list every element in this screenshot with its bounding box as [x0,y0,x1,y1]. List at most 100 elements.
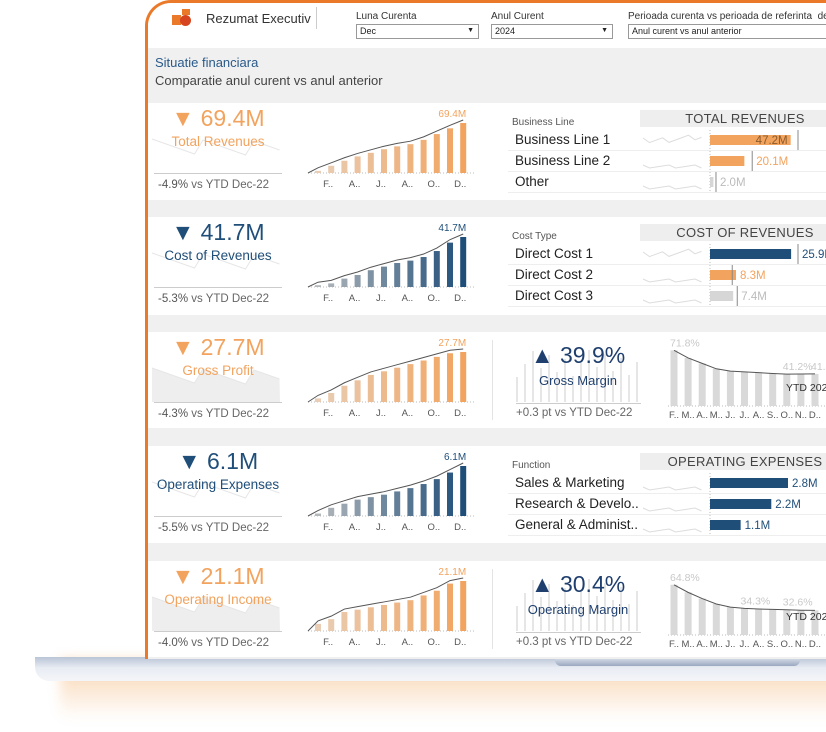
margin-trend-chart: 71.8%41.2%41.4%F..M..A..M..J..J..A..S..O… [668,337,826,421]
bar-month-1 [315,398,321,402]
divider [154,287,282,288]
trend-line [307,233,464,288]
bar-month-6 [381,604,387,631]
breakdown-row-line [508,192,826,193]
arrow-down-icon: ▼ [177,448,201,474]
month-label: J.. [376,522,386,533]
period-select[interactable]: Anul curent vs anul anterior [628,24,826,39]
breakdown-sparkline-and-bar: 2.2M [642,494,801,514]
bar-month-6 [381,149,387,173]
kpi-background-sparkline [151,252,280,270]
breakdown-sparkline-and-bar: 1.1M [642,515,771,535]
month-label: O.. [427,179,440,190]
breakdown-sparkline-and-bar: 25.9M [642,244,826,264]
year-select-value: 2024 [495,26,516,36]
month-label: M.. [681,410,694,421]
month-label: D.. [454,408,466,419]
margin-bar-month-11 [811,610,819,635]
bar-month-3 [341,612,348,631]
breakdown-row-label: Other [515,174,549,189]
bar-month-7 [394,367,401,402]
final-value-label: 27.7M [438,338,466,349]
kpi-title: Cost of Revenues [164,248,272,263]
value-bar [710,478,788,488]
kpi-value-text: 27.7M [200,334,265,360]
arrow-down-icon: ▼ [171,105,195,131]
month-label: F.. [323,522,333,533]
trend-sparkline [642,134,702,144]
kpi-title: Operating Expenses [156,477,280,492]
kpi-comparison: -4.0% vs YTD Dec-22 [158,637,269,649]
month-label: J.. [376,179,386,190]
breakdown-row-line [508,285,826,286]
value-bar [710,135,791,145]
margin-data-label: 71.8% [670,337,700,349]
month-label: J.. [376,408,386,419]
arrow-up-icon: ▲ [530,571,554,597]
monthly-bar-chart: 21.1M F.. A.. J.. A.. O.. D.. [307,567,474,648]
value-label: 47.2M [756,135,788,147]
month-select[interactable]: Dec ▼ [356,24,479,39]
bar-month-7 [394,491,401,516]
month-label: A.. [402,293,414,304]
kpi-delta: -5.3% [158,293,189,305]
kpi-row-cost-of-revenues: ▼ 41.7M Cost of Revenues -5.3% vs YTD Dec-… [148,217,826,315]
margin-title: Operating Margin [527,602,629,617]
trend-line [307,577,464,632]
bar-month-5 [367,152,374,173]
value-label: 1.1M [745,520,771,532]
arrow-up-icon: ▲ [530,342,554,368]
margin-comparison-text: vs YTD Dec-22 [554,636,633,648]
logo-icon [172,9,194,26]
margin-bar-month-8 [769,609,777,635]
bar-month-4 [354,156,361,173]
bar-month-11 [447,583,453,631]
arrow-down-icon: ▼ [171,219,195,245]
bar-month-6 [381,494,387,516]
kpi-value: ▼ 27.7M [148,334,288,361]
breakdown-sparkline-and-bar: 2.8M [642,473,818,493]
breakdown-row-line [508,171,826,172]
trend-sparkline [642,248,702,258]
margin-bar-month-10 [797,373,805,406]
kpi-comparison-text: vs YTD Dec-22 [191,637,270,649]
kpi-row-gross-profit: ▼ 27.7M Gross Profit -4.3% vs YTD Dec-22 27… [148,332,826,428]
trend-sparkline [642,164,702,169]
bar-month-2 [328,392,335,402]
year-select[interactable]: 2024 ▼ [491,24,613,39]
margin-bar-month-8 [769,373,777,406]
value-label: 25.9M [802,249,826,261]
bar-month-12 [460,466,467,516]
dashboard-title: Rezumat Executiv [206,11,311,26]
kpi-background-sparkline [151,596,280,631]
margin-delta: +0.3 pt [516,407,552,419]
value-bar [710,177,714,187]
month-label: A.. [402,637,414,648]
margin-background-bars [516,579,638,631]
kpi-title: Gross Profit [182,363,254,378]
month-label: O.. [427,293,440,304]
sparkline-area [152,597,280,631]
breakdown-row-label: Direct Cost 3 [515,288,594,303]
laptop-base [35,657,826,681]
bar-month-8 [407,144,414,173]
margin-value-text: 30.4% [559,571,626,597]
margin-trend-chart: 64.8%34.3% 32.6%F.. M.. A.. M.. J.. J.. A.. S.. O… [668,572,826,650]
bar-month-4 [354,609,361,631]
month-label: A.. [349,179,361,190]
bar-month-4 [354,380,361,402]
bar-month-2 [328,619,335,631]
final-value-label: 69.4M [438,109,466,120]
margin-value: ▲ 39.9% [513,342,643,369]
kpi-row-operating-income: ▼ 21.1M Operating Income -4.0% vs YTD Dec-… [148,561,826,657]
month-label: F.. [323,637,333,648]
month-label: M.. [681,639,694,650]
bar-month-12 [460,123,467,173]
margin-comparison-text: vs YTD Dec-22 [554,407,633,419]
margin-value-text: 39.9% [559,342,626,368]
trend-sparkline [642,486,702,491]
bar-month-8 [407,364,414,402]
divider [316,7,317,29]
value-bar [710,520,741,530]
trend-sparkline [642,185,702,190]
